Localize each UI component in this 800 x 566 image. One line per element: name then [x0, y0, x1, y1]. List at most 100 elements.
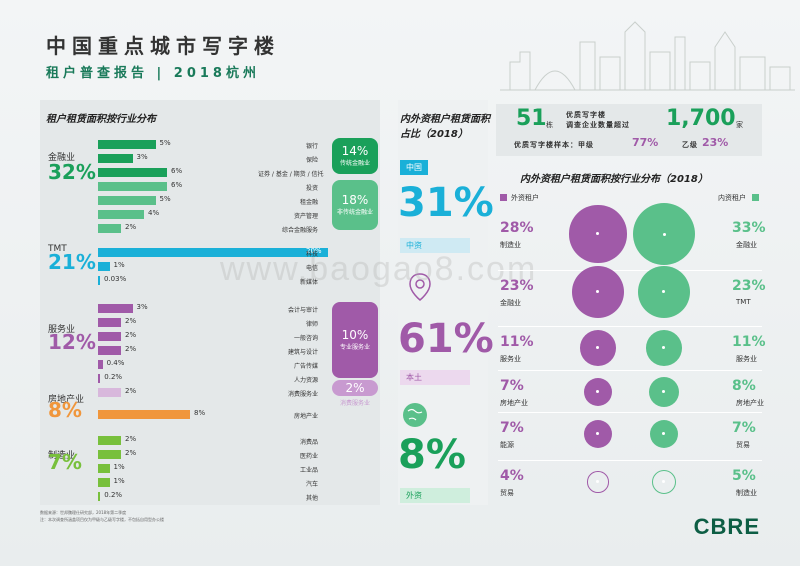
- category-pct: 12%: [48, 330, 96, 354]
- foreign-bubble: [649, 419, 679, 449]
- industry-label: 汽车: [305, 481, 318, 488]
- foreign-industry-name: 房地产业: [736, 399, 764, 407]
- industry-bar-pct: 5%: [159, 139, 171, 147]
- industry-label: 律师: [305, 321, 318, 328]
- industry-label: 科技: [305, 251, 318, 258]
- industry-bar-pct: 4%: [148, 209, 160, 217]
- foreign-bubble: [638, 266, 690, 318]
- grade-b-label: 乙级: [682, 141, 698, 149]
- industry-bar-pct: 0.03%: [104, 275, 127, 283]
- industry-label: 银行: [305, 143, 318, 150]
- industry-bar: [98, 262, 110, 271]
- foreign-bubble: [646, 330, 682, 366]
- footnote-note: 注：本次调查所涵盖项目仅为甲级与乙级写字楼，不包括自用型办公楼: [40, 517, 164, 522]
- domestic-industry-pct: 28%: [500, 220, 534, 236]
- industry-bar-pct: 1%: [113, 463, 125, 471]
- industry-label: 保险: [305, 157, 318, 164]
- industry-label: 综合金融服务: [281, 227, 318, 234]
- legend-right-square: [752, 194, 759, 201]
- category-pct: 21%: [48, 250, 96, 274]
- industry-bar: [98, 360, 103, 369]
- sector-group-pill: 2% 消费服务业: [332, 380, 378, 407]
- sector-group-label: 传统金融业: [339, 160, 370, 167]
- foreign-industry-name: 金融业: [736, 241, 757, 249]
- category-name: 金融业: [48, 153, 76, 163]
- category-name: TMT: [48, 244, 67, 254]
- sector-group-label: 消费服务业: [339, 400, 370, 407]
- industry-bar-pct: 6%: [171, 167, 183, 175]
- industry-bar-pct: 2%: [125, 331, 137, 339]
- industry-bar: [98, 154, 133, 163]
- category-pct: 8%: [48, 398, 82, 422]
- domestic-chinese-pct: 31%: [398, 180, 494, 226]
- domestic-industry-name: 能源: [500, 441, 514, 449]
- industry-bar-pct: 8%: [194, 409, 206, 417]
- page-subtitle: 租户普查报告 | 2018杭州: [46, 66, 260, 81]
- grade-b-pct: 23%: [702, 136, 729, 149]
- foreign-industry-name: 服务业: [736, 355, 757, 363]
- category-name: 制造业: [48, 451, 76, 461]
- industry-bar: [98, 318, 121, 327]
- industry-bar: [98, 304, 133, 313]
- industry-bar-pct: 3%: [136, 303, 148, 311]
- foreign-label: 外资: [400, 488, 470, 503]
- sector-group-pct: 2%: [345, 381, 365, 395]
- domestic-industry-pct: 11%: [500, 334, 534, 350]
- legend-left-square: [500, 194, 507, 201]
- industry-bar-pct: 0.4%: [106, 359, 125, 367]
- foreign-industry-pct: 7%: [732, 420, 756, 436]
- sector-group-pct: 14%: [341, 144, 369, 158]
- category-name: 房地产业: [48, 395, 85, 405]
- foreign-pct: 8%: [398, 432, 466, 478]
- domestic-industry-pct: 7%: [500, 378, 524, 394]
- industry-bar: [98, 388, 121, 397]
- companies-desc: 调查企业数量超过: [566, 121, 630, 129]
- industry-bar-pct: 1%: [113, 261, 125, 269]
- industry-bar: [98, 478, 110, 487]
- domestic-bubble: [572, 266, 624, 318]
- buildings-unit: 栋: [546, 121, 553, 129]
- industry-label: 证券 / 基金 / 期货 / 信托: [258, 171, 324, 178]
- grade-a-pct: 77%: [632, 136, 659, 149]
- row-divider: [498, 370, 762, 371]
- domestic-bubble: [587, 471, 609, 493]
- legend-left-label: 外资租户: [511, 194, 539, 202]
- cbre-logo: CBRE: [693, 514, 760, 539]
- industry-bar: [98, 410, 190, 419]
- stats-box: [496, 104, 762, 156]
- industry-label: 工业品: [299, 467, 318, 474]
- domestic-bubble: [583, 377, 613, 407]
- row-divider: [498, 460, 762, 461]
- industry-bar: [98, 168, 167, 177]
- industry-bar-pct: 2%: [125, 317, 137, 325]
- industry-label: 其他: [305, 495, 318, 502]
- domestic-industry-name: 贸易: [500, 489, 514, 497]
- industry-label: 人力资源: [293, 377, 318, 384]
- domestic-bubble: [580, 330, 616, 366]
- industry-label: 投资: [305, 185, 318, 192]
- sample-label: 优质写字楼样本：甲级: [514, 141, 594, 149]
- industry-label: 电信: [305, 265, 318, 272]
- industry-bar-pct: 2%: [125, 449, 137, 457]
- industry-bar: [98, 210, 144, 219]
- buildings-number: 51: [516, 106, 547, 131]
- left-section-title: 租户租赁面积按行业分布: [46, 114, 156, 125]
- industry-bar: [98, 182, 167, 191]
- foreign-bubble: [651, 469, 677, 495]
- category-pct: 7%: [48, 450, 82, 474]
- foreign-industry-pct: 5%: [732, 468, 756, 484]
- industry-bar: [98, 332, 121, 341]
- industry-label: 新媒体: [299, 279, 318, 286]
- local-pct: 61%: [398, 316, 494, 362]
- foreign-bubble: [633, 203, 695, 265]
- industry-bar-pct: 2%: [125, 435, 137, 443]
- industry-label: 会计与审计: [287, 307, 318, 314]
- skyline-illustration: [500, 21, 795, 91]
- industry-label: 租金融: [299, 199, 318, 206]
- sector-group-label: 专业服务业: [339, 344, 370, 351]
- domestic-industry-pct: 23%: [500, 278, 534, 294]
- domestic-industry-name: 金融业: [500, 299, 521, 307]
- location-pin-icon: [409, 273, 431, 301]
- sector-group-label: 非传统金融业: [336, 209, 373, 216]
